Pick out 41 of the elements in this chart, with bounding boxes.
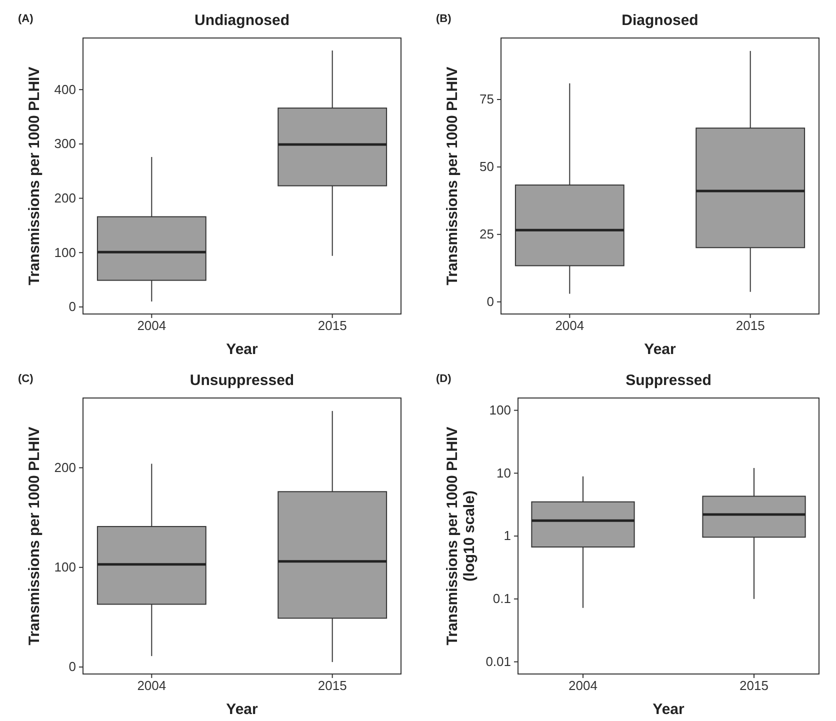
y-tick-label: 100 xyxy=(489,402,511,418)
chart-title: Diagnosed xyxy=(622,12,698,29)
x-tick-label: 2004 xyxy=(555,318,584,334)
text: (D) xyxy=(436,373,452,385)
x-tick-label: 2015 xyxy=(740,678,768,694)
text: (B) xyxy=(436,13,452,25)
y-tick-label: 400 xyxy=(54,82,76,97)
y-axis-title: Transmissions per 1000 PLHIV xyxy=(26,66,43,286)
y-axis-title: Transmissions per 1000 PLHIV xyxy=(26,426,43,646)
y-tick-label: 100 xyxy=(54,244,76,260)
y-tick-label: 25 xyxy=(480,226,494,242)
x-axis-title: Year xyxy=(226,341,258,358)
x-tick-label: 2004 xyxy=(568,678,598,694)
y-tick-label: 0 xyxy=(68,299,76,314)
x-axis-title: Year xyxy=(644,341,676,358)
x-axis-title: Year xyxy=(652,701,685,718)
x-tick-label: 2015 xyxy=(318,678,347,694)
x-tick-label: 2015 xyxy=(736,318,765,334)
y-tick-label: 200 xyxy=(54,460,76,475)
y-tick-label: 75 xyxy=(480,92,494,107)
y-tick-label: 1 xyxy=(504,528,511,544)
y-tick-label: 50 xyxy=(480,159,494,174)
x-axis-title: Year xyxy=(226,701,258,718)
y-tick-label: 200 xyxy=(54,190,76,206)
y-tick-label: 10 xyxy=(496,465,511,480)
y-tick-label: 300 xyxy=(54,136,76,152)
y-axis-title: Transmissions per 1000 PLHIV (log10 scale) xyxy=(444,426,478,646)
chart-title: Suppressed xyxy=(626,372,712,389)
y-tick-label: 0 xyxy=(68,659,76,674)
text: (A) xyxy=(18,13,34,25)
chart-title: Undiagnosed xyxy=(194,12,290,29)
x-tick-label: 2015 xyxy=(318,318,347,334)
x-tick-label: 2004 xyxy=(137,318,166,334)
y-tick-label: 0.01 xyxy=(486,654,511,669)
chart-title: Unsuppressed xyxy=(190,372,294,389)
y-tick-label: 0.1 xyxy=(492,591,511,606)
x-tick-label: 2004 xyxy=(137,678,166,694)
y-tick-label: 100 xyxy=(54,560,76,575)
text: (C) xyxy=(18,373,34,385)
y-tick-label: 0 xyxy=(486,294,494,310)
y-axis-title: Transmissions per 1000 PLHIV xyxy=(444,66,461,286)
